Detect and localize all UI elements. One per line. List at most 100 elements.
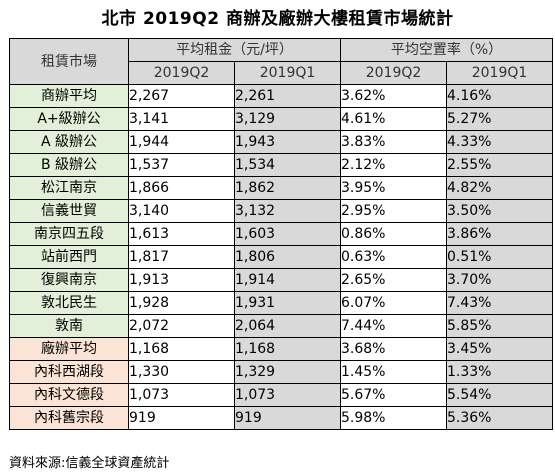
- cell-market: 復興南京: [9, 268, 129, 292]
- cell-market: 廠辦平均: [9, 337, 129, 361]
- header-rent-2019q1: 2019Q1: [234, 61, 341, 85]
- cell-vacancy-2019q1: 4.16%: [446, 84, 553, 108]
- cell-rent-2019q1: 2,064: [234, 314, 341, 338]
- cell-rent-2019q1: 1,329: [234, 360, 341, 384]
- cell-rent-2019q2: 2,267: [128, 84, 235, 108]
- cell-rent-2019q1: 3,132: [234, 199, 341, 223]
- cell-rent-2019q2: 1,073: [128, 383, 235, 407]
- cell-rent-2019q1: 1,943: [234, 130, 341, 154]
- header-row-periods: 2019Q2 2019Q1 2019Q2 2019Q1: [10, 61, 553, 85]
- cell-rent-2019q2: 3,141: [128, 107, 235, 131]
- header-average-rent: 平均租金（元/坪）: [128, 38, 341, 62]
- cell-vacancy-2019q2: 3.68%: [340, 337, 447, 361]
- cell-rent-2019q2: 1,817: [128, 245, 235, 269]
- cell-vacancy-2019q1: 5.54%: [446, 383, 553, 407]
- cell-vacancy-2019q2: 0.86%: [340, 222, 447, 246]
- cell-vacancy-2019q1: 4.33%: [446, 130, 553, 154]
- cell-vacancy-2019q2: 7.44%: [340, 314, 447, 338]
- cell-market: 商辦平均: [9, 84, 129, 108]
- cell-vacancy-2019q1: 5.27%: [446, 107, 553, 131]
- cell-rent-2019q1: 1,603: [234, 222, 341, 246]
- cell-market: 內科舊宗段: [9, 406, 129, 430]
- cell-vacancy-2019q1: 3.50%: [446, 199, 553, 223]
- cell-market: 內科文德段: [9, 383, 129, 407]
- cell-vacancy-2019q2: 5.98%: [340, 406, 447, 430]
- table-row: 復興南京 1,913 1,914 2.65% 3.70%: [9, 268, 553, 292]
- table-row: 敦南 2,072 2,064 7.44% 5.85%: [9, 314, 553, 338]
- cell-vacancy-2019q2: 2.95%: [340, 199, 447, 223]
- table-row: 南京四五段 1,613 1,603 0.86% 3.86%: [9, 222, 553, 246]
- cell-market: A 級辦公: [9, 130, 129, 154]
- cell-rent-2019q1: 1,073: [234, 383, 341, 407]
- cell-vacancy-2019q2: 4.61%: [340, 107, 447, 131]
- header-rent-2019q2: 2019Q2: [128, 61, 235, 85]
- cell-rent-2019q1: 1,914: [234, 268, 341, 292]
- cell-vacancy-2019q1: 3.45%: [446, 337, 553, 361]
- cell-vacancy-2019q2: 5.67%: [340, 383, 447, 407]
- header-market: 租賃市場: [9, 38, 129, 85]
- cell-rent-2019q2: 1,168: [128, 337, 235, 361]
- cell-rent-2019q1: 2,261: [234, 84, 341, 108]
- table-row: 商辦平均 2,267 2,261 3.62% 4.16%: [9, 84, 553, 108]
- cell-vacancy-2019q2: 3.83%: [340, 130, 447, 154]
- cell-market: 松江南京: [9, 176, 129, 200]
- cell-rent-2019q1: 1,862: [234, 176, 341, 200]
- cell-vacancy-2019q2: 6.07%: [340, 291, 447, 315]
- cell-vacancy-2019q1: 1.33%: [446, 360, 553, 384]
- cell-vacancy-2019q1: 3.86%: [446, 222, 553, 246]
- cell-vacancy-2019q2: 1.45%: [340, 360, 447, 384]
- header-vacancy-rate: 平均空置率（%）: [340, 38, 553, 62]
- cell-vacancy-2019q1: 5.85%: [446, 314, 553, 338]
- cell-vacancy-2019q2: 3.95%: [340, 176, 447, 200]
- cell-market: 內科西湖段: [9, 360, 129, 384]
- cell-market: A+級辦公: [9, 107, 129, 131]
- table-row: A 級辦公 1,944 1,943 3.83% 4.33%: [9, 130, 553, 154]
- cell-vacancy-2019q1: 4.82%: [446, 176, 553, 200]
- table-row: 廠辦平均 1,168 1,168 3.68% 3.45%: [9, 337, 553, 361]
- cell-rent-2019q1: 1,168: [234, 337, 341, 361]
- table-row: 敦北民生 1,928 1,931 6.07% 7.43%: [9, 291, 553, 315]
- cell-rent-2019q2: 1,330: [128, 360, 235, 384]
- header-vacancy-2019q1: 2019Q1: [446, 61, 553, 85]
- cell-market: 敦南: [9, 314, 129, 338]
- table-row: A+級辦公 3,141 3,129 4.61% 5.27%: [9, 107, 553, 131]
- cell-market: 南京四五段: [9, 222, 129, 246]
- cell-market: 信義世貿: [9, 199, 129, 223]
- cell-rent-2019q2: 1,537: [128, 153, 235, 177]
- cell-vacancy-2019q2: 0.63%: [340, 245, 447, 269]
- cell-rent-2019q1: 1,534: [234, 153, 341, 177]
- table-row: 內科文德段 1,073 1,073 5.67% 5.54%: [9, 383, 553, 407]
- cell-vacancy-2019q1: 3.70%: [446, 268, 553, 292]
- cell-market: B 級辦公: [9, 153, 129, 177]
- cell-rent-2019q2: 1,866: [128, 176, 235, 200]
- cell-vacancy-2019q2: 3.62%: [340, 84, 447, 108]
- cell-vacancy-2019q1: 2.55%: [446, 153, 553, 177]
- header-vacancy-2019q2: 2019Q2: [340, 61, 447, 85]
- table-row: 內科西湖段 1,330 1,329 1.45% 1.33%: [9, 360, 553, 384]
- cell-rent-2019q1: 1,931: [234, 291, 341, 315]
- table-row: 站前西門 1,817 1,806 0.63% 0.51%: [9, 245, 553, 269]
- cell-rent-2019q2: 2,072: [128, 314, 235, 338]
- cell-rent-2019q2: 919: [128, 406, 235, 430]
- table-body: 商辦平均 2,267 2,261 3.62% 4.16% A+級辦公 3,141 3,129 4…: [9, 84, 553, 430]
- cell-market: 敦北民生: [9, 291, 129, 315]
- cell-rent-2019q2: 1,928: [128, 291, 235, 315]
- cell-rent-2019q1: 919: [234, 406, 341, 430]
- cell-rent-2019q2: 1,613: [128, 222, 235, 246]
- cell-vacancy-2019q2: 2.12%: [340, 153, 447, 177]
- cell-market: 站前西門: [9, 245, 129, 269]
- cell-vacancy-2019q1: 5.36%: [446, 406, 553, 430]
- cell-rent-2019q1: 1,806: [234, 245, 341, 269]
- rental-statistics-table: 租賃市場 平均租金（元/坪） 平均空置率（%） 2019Q2 2019Q1 20…: [9, 38, 553, 430]
- table-row: 松江南京 1,866 1,862 3.95% 4.82%: [9, 176, 553, 200]
- cell-rent-2019q1: 3,129: [234, 107, 341, 131]
- cell-rent-2019q2: 1,913: [128, 268, 235, 292]
- table-row: B 級辦公 1,537 1,534 2.12% 2.55%: [9, 153, 553, 177]
- cell-rent-2019q2: 1,944: [128, 130, 235, 154]
- table-row: 內科舊宗段 919 919 5.98% 5.36%: [9, 406, 553, 430]
- cell-vacancy-2019q1: 0.51%: [446, 245, 553, 269]
- cell-vacancy-2019q1: 7.43%: [446, 291, 553, 315]
- cell-rent-2019q2: 3,140: [128, 199, 235, 223]
- table-title: 北市 2019Q2 商辦及廠辦大樓租賃市場統計: [101, 9, 454, 29]
- cell-vacancy-2019q2: 2.65%: [340, 268, 447, 292]
